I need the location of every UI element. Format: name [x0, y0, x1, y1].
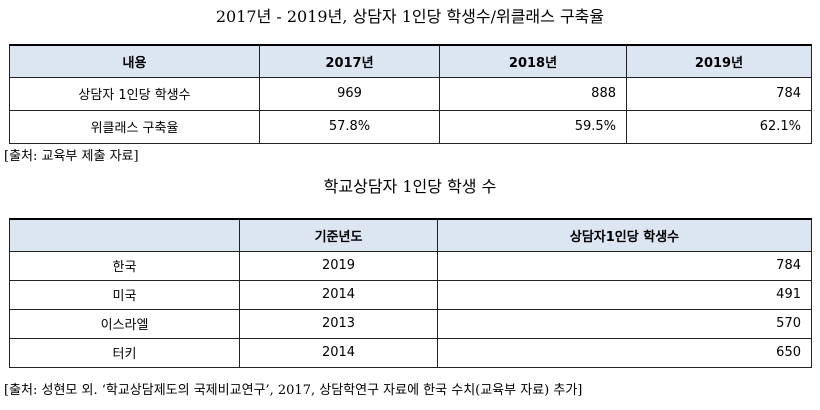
cell-year: 2014 — [239, 279, 438, 310]
table-row: 이스라엘 2013 570 — [9, 308, 812, 339]
table-header-row: 내용 2017년 2018년 2019년 — [9, 44, 812, 78]
cell-value: 650 — [437, 337, 812, 368]
cell-value: 57.8% — [259, 109, 440, 144]
column-header-base-year: 기준년도 — [239, 218, 438, 252]
cell-year: 2014 — [239, 337, 438, 368]
table-row: 터키 2014 650 — [9, 337, 812, 368]
cell-value: 888 — [439, 76, 627, 111]
country-label: 미국 — [9, 279, 240, 310]
row-label: 상담자 1인당 학생수 — [9, 76, 260, 111]
cell-value: 570 — [437, 308, 812, 339]
table-counselor-ratio-2017-2019: 내용 2017년 2018년 2019년 상담자 1인당 학생수 969 888… — [9, 44, 812, 144]
cell-value: 969 — [259, 76, 440, 111]
table1-title: 2017년 - 2019년, 상담자 1인당 학생수/위클래스 구축율 — [215, 7, 605, 26]
country-label: 이스라엘 — [9, 308, 240, 339]
cell-value: 784 — [437, 250, 812, 281]
country-label: 한국 — [9, 250, 240, 281]
row-label: 위클래스 구축율 — [9, 109, 260, 144]
cell-value: 59.5% — [439, 109, 627, 144]
table-row: 위클래스 구축율 57.8% 59.5% 62.1% — [9, 109, 812, 144]
cell-value: 784 — [626, 76, 812, 111]
table-header-row: 기준년도 상담자1인당 학생수 — [9, 218, 812, 252]
column-header-content: 내용 — [9, 44, 260, 78]
cell-year: 2019 — [239, 250, 438, 281]
table1-source-note: [출처: 교육부 제출 자료] — [4, 149, 139, 164]
column-header-2017: 2017년 — [259, 44, 440, 78]
column-header-2019: 2019년 — [626, 44, 812, 78]
table-row: 상담자 1인당 학생수 969 888 784 — [9, 76, 812, 111]
cell-value: 491 — [437, 279, 812, 310]
cell-year: 2013 — [239, 308, 438, 339]
country-label: 터키 — [9, 337, 240, 368]
table-counselor-ratio-by-country: 기준년도 상담자1인당 학생수 한국 2019 784 미국 2014 491 … — [9, 218, 812, 368]
column-header-2018: 2018년 — [439, 44, 627, 78]
table2-source-note: [출처: 성현모 외. ‘학교상담제도의 국제비교연구’, 2017, 상담학연… — [4, 383, 583, 398]
table-row: 미국 2014 491 — [9, 279, 812, 310]
table-row: 한국 2019 784 — [9, 250, 812, 281]
table2-title: 학교상담자 1인당 학생 수 — [323, 177, 497, 196]
column-header-country — [9, 218, 240, 252]
cell-value: 62.1% — [626, 109, 812, 144]
column-header-students-per-counselor: 상담자1인당 학생수 — [437, 218, 812, 252]
